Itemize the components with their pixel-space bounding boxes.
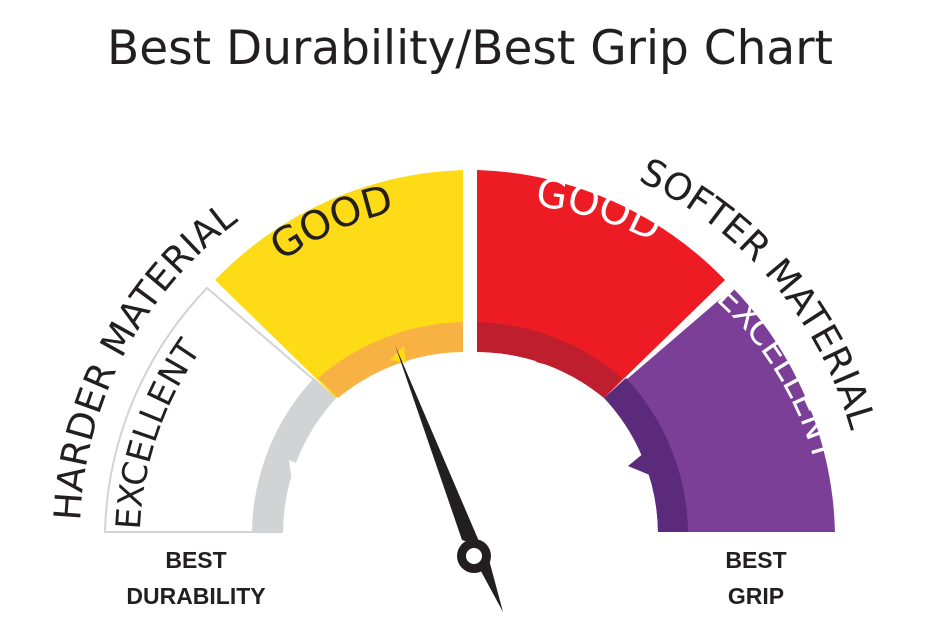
segment-excellent-hard-notch [289, 460, 318, 482]
gauge-segments [103, 170, 835, 533]
needle-hub-center [466, 548, 482, 564]
page-title: Best Durability/Best Grip Chart [107, 21, 833, 76]
label-best-grip-line1: BEST [725, 547, 786, 573]
gauge-needle [395, 345, 503, 612]
segment-excellent-hard-inner [252, 378, 336, 532]
label-best-durability-line2: DURABILITY [126, 583, 265, 609]
label-best-grip-line2: GRIP [728, 583, 784, 609]
segment-good-soft-notch [536, 346, 552, 366]
segment-good-hard-notch [390, 346, 406, 363]
needle-pointer [395, 345, 481, 546]
label-best-durability-line1: BEST [165, 547, 226, 573]
segment-excellent-soft-notch [628, 448, 652, 476]
